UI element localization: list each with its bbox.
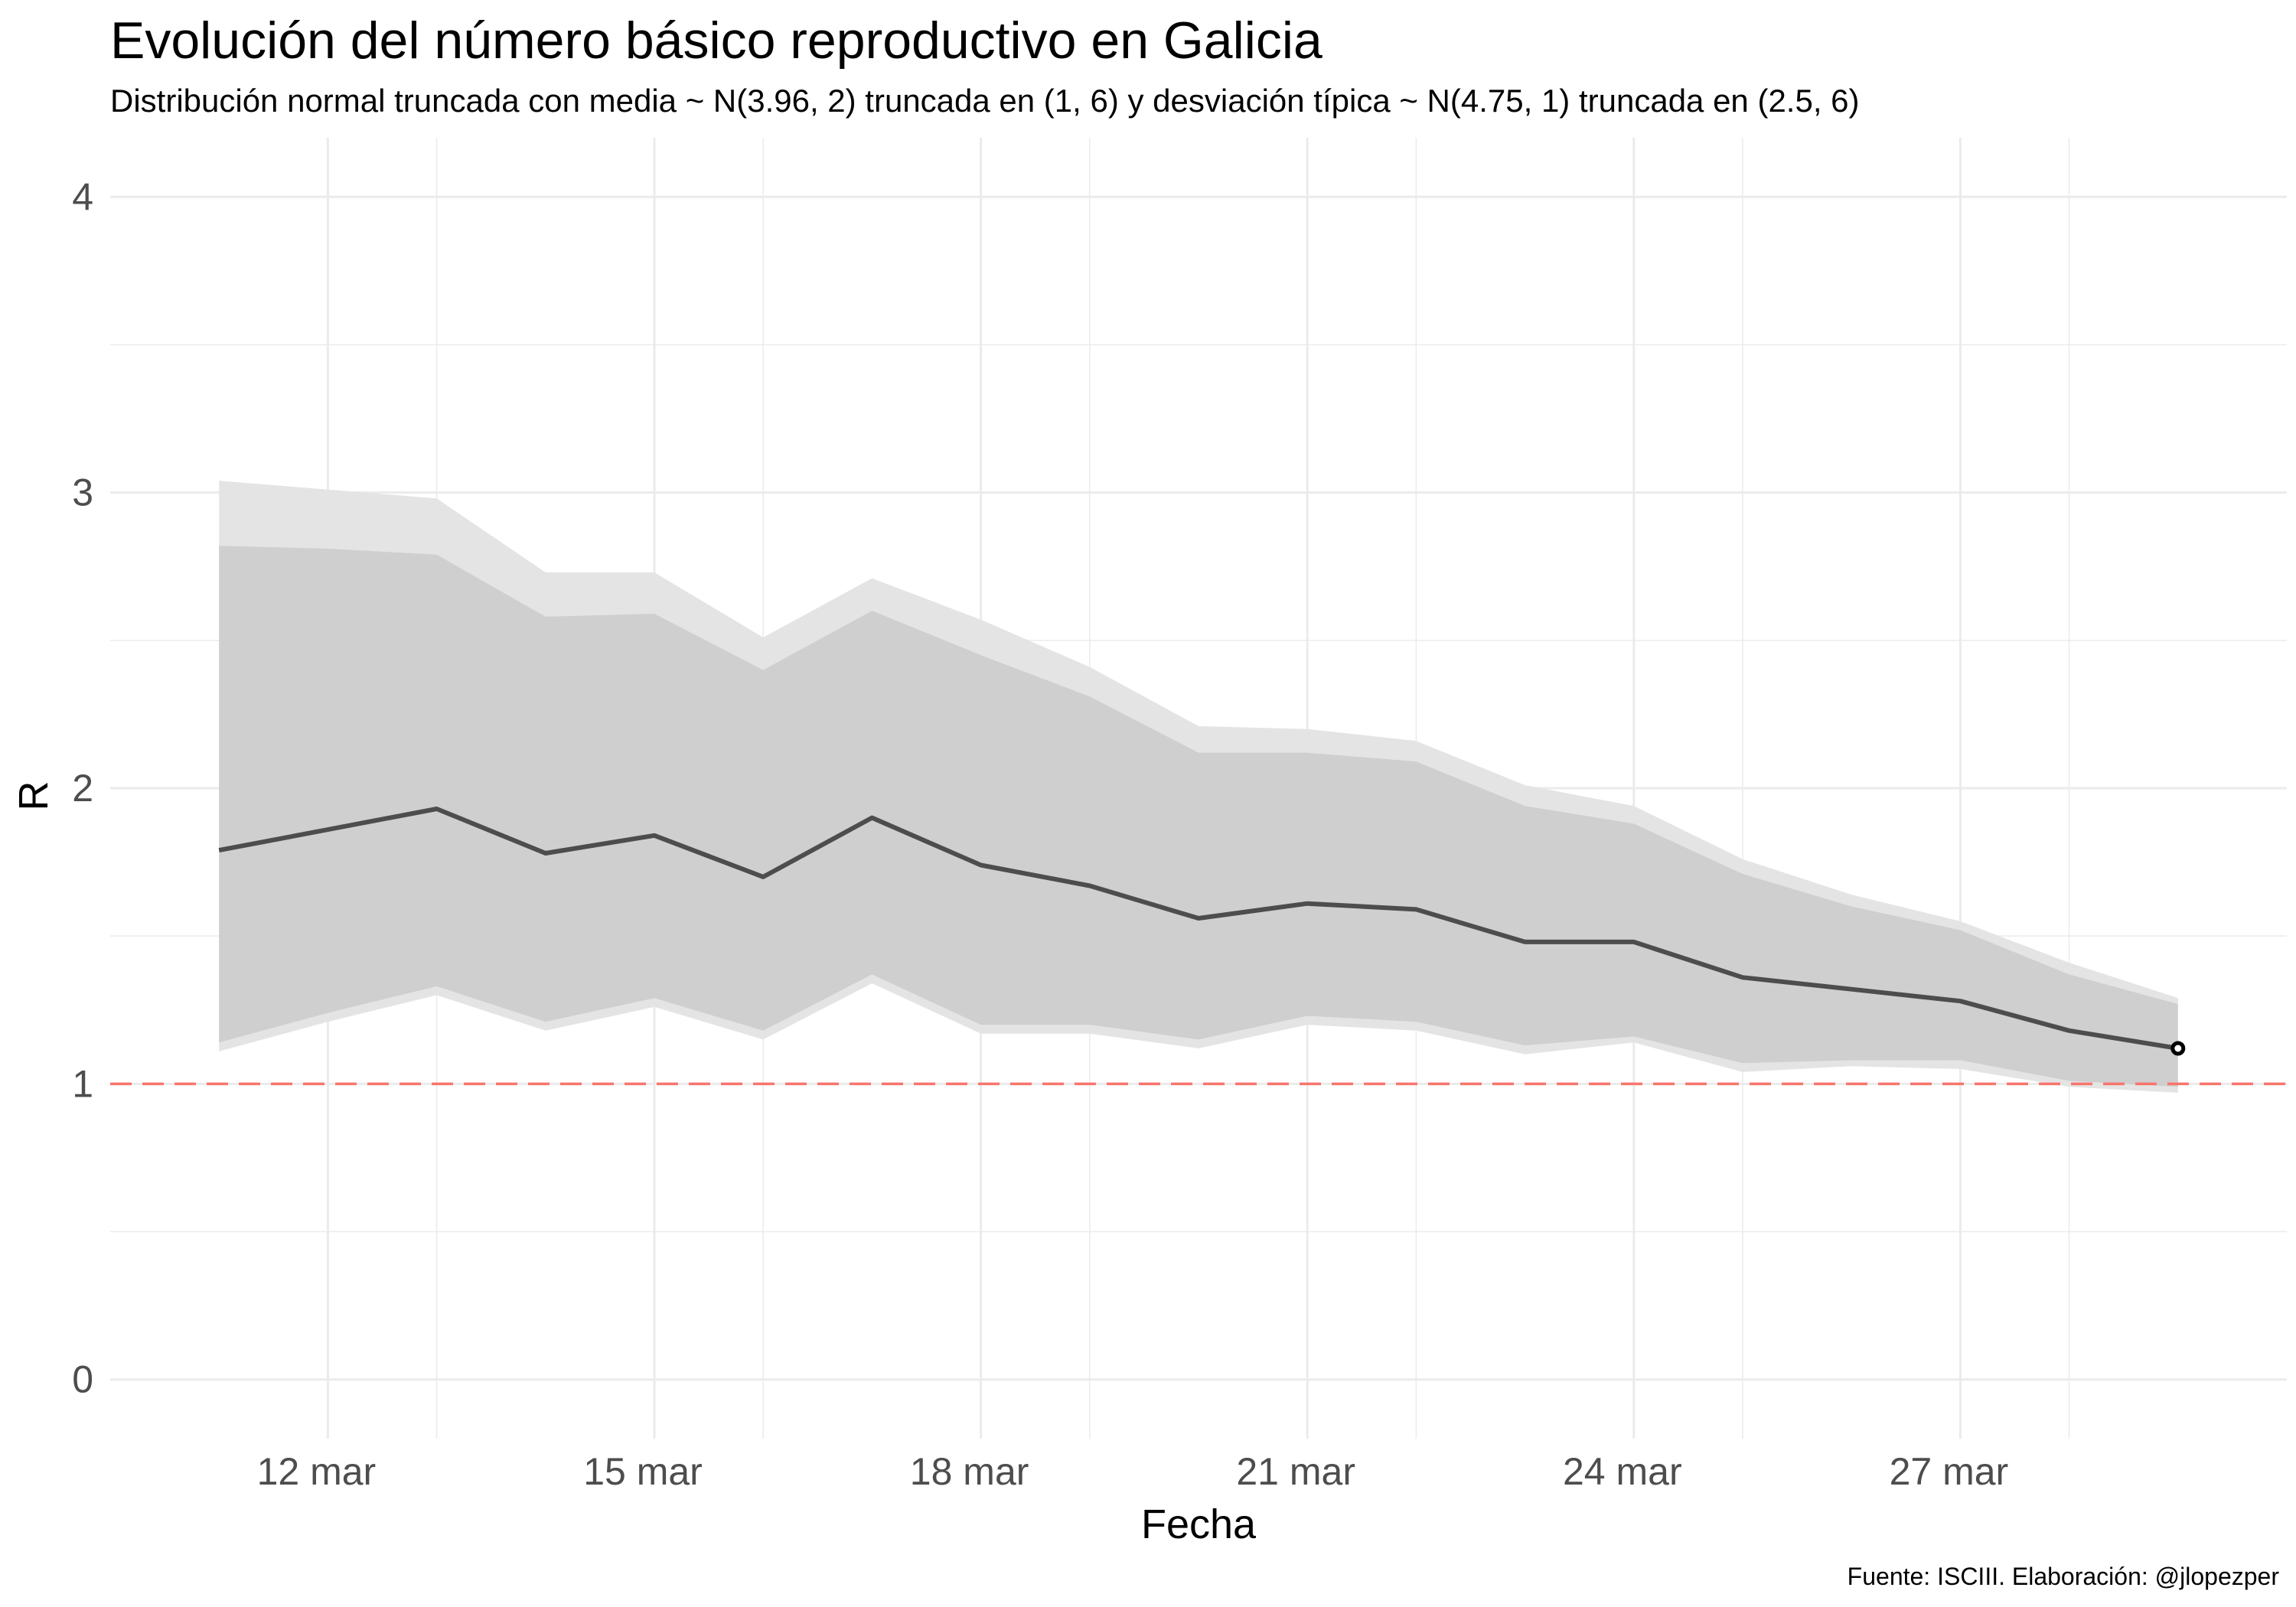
confidence-ribbons [219,481,2178,1093]
x-axis-title: Fecha [1141,1501,1257,1547]
r-estimate-line [218,807,2179,1051]
chart-subtitle: Distribución normal truncada con media ~… [110,83,1860,119]
y-axis-title: R [11,781,57,811]
y-tick-label: 1 [72,1062,93,1105]
x-tick-label: 21 mar [1236,1450,1355,1493]
chart-caption: Fuente: ISCIII. Elaboración: @jlopezper [1847,1563,2279,1590]
inner-ribbon [219,546,2178,1087]
y-tick-label: 4 [72,175,93,218]
chart-title: Evolución del número básico reproductivo… [110,11,1322,70]
x-tick-label: 27 mar [1890,1450,2009,1493]
x-tick-label: 24 mar [1563,1450,1682,1493]
x-tick-label: 18 mar [910,1450,1029,1493]
last-point-marker [2170,1041,2186,1056]
series-line-layer [218,807,2186,1056]
y-tick-label: 0 [72,1358,93,1401]
y-tick-label: 2 [72,767,93,810]
x-tick-label: 12 mar [257,1450,377,1493]
y-tick-label: 3 [72,471,93,514]
tick-labels: 0 1 2 3 4 12 mar 15 mar 18 mar 21 mar 24 mar 27 ma… [72,175,2008,1493]
x-tick-label: 15 mar [583,1450,703,1493]
